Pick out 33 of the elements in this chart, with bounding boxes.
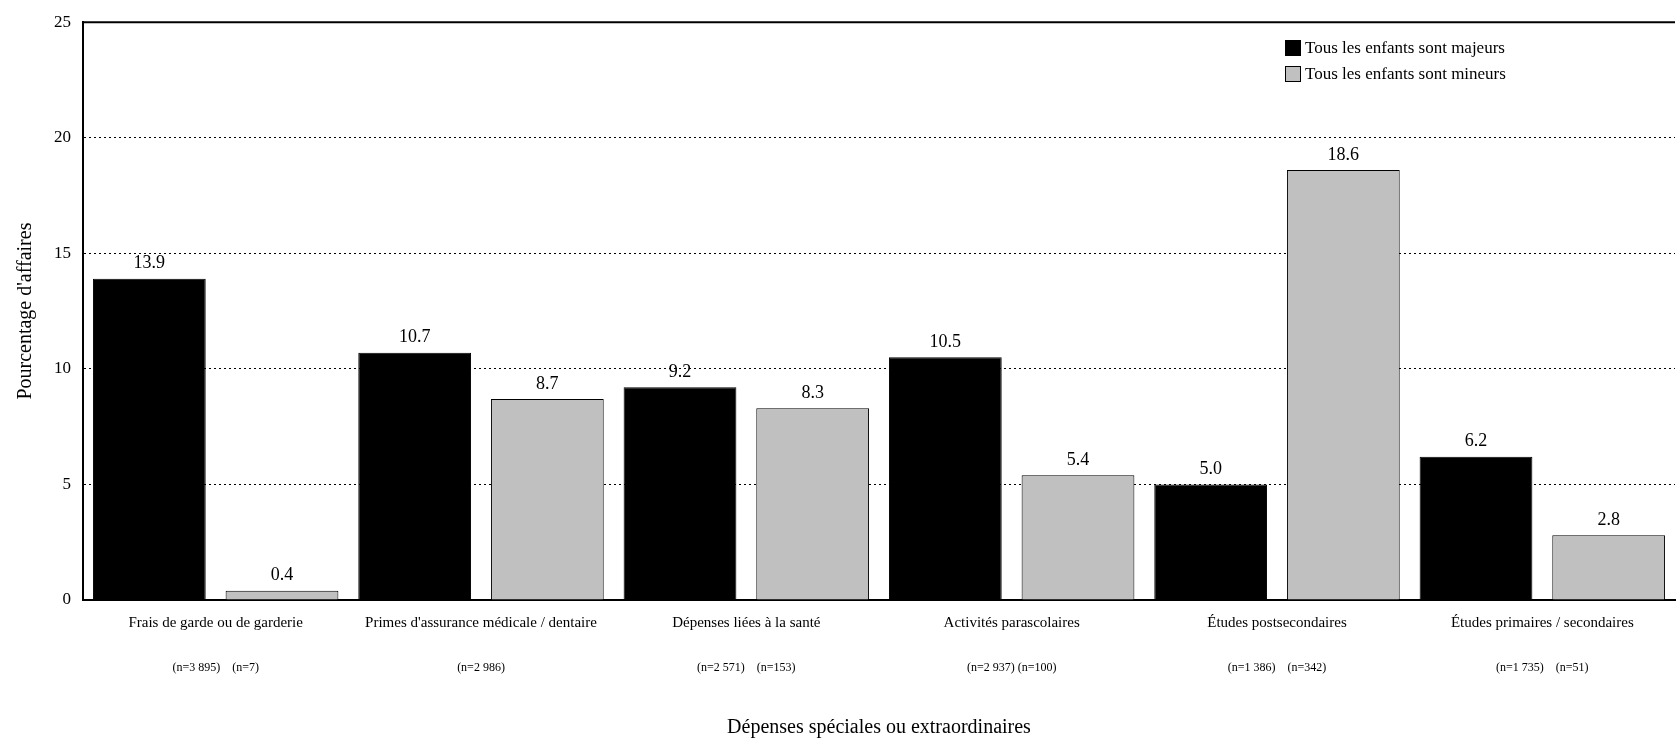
y-axis-title: Pourcentage d'affaires: [13, 222, 37, 400]
data-label: 0.4: [270, 564, 294, 585]
x-tick-label: Études primaires / secondaires: [1450, 613, 1634, 630]
y-tick-label: 15: [54, 242, 71, 262]
y-tick-label: 0: [62, 589, 71, 609]
x-tick-label: Activités parascolaires: [943, 613, 1080, 630]
y-tick-label: 10: [54, 358, 71, 378]
data-label: 6.2: [1464, 430, 1488, 451]
text: (n=2 571) (n=153): [697, 660, 796, 675]
text: (n=1 386) (n=342): [1227, 660, 1327, 675]
data-label: 5.0: [1199, 458, 1222, 479]
x-tick-label: Études postsecondaires: [1207, 613, 1347, 630]
data-label: 5.4: [1066, 448, 1090, 469]
data-label: 18.6: [1327, 143, 1360, 164]
x-tick-label: Frais de garde ou de garderie: [128, 613, 304, 630]
x-axis-title: Dépenses spéciales ou extraordinaires: [727, 715, 1032, 739]
data-label: 8.3: [801, 381, 824, 402]
data-label: 2.8: [1597, 509, 1620, 530]
text: (n=2 986): [457, 660, 505, 675]
legend-label: Tous les enfants sont majeurs: [1305, 38, 1505, 59]
y-tick-label: 5: [62, 473, 71, 493]
text: (n=1 735) (n=51): [1496, 660, 1589, 675]
x-tick-label: Primes d'assurance médicale / dentaire: [365, 613, 598, 630]
text: (n=3 895) (n=7): [172, 660, 259, 675]
data-label: 13.9: [133, 252, 166, 273]
x-tick-label: Dépenses liées à la santé: [672, 613, 821, 630]
data-label: 10.5: [929, 331, 962, 352]
data-label: 10.7: [398, 326, 431, 347]
text: (n=2 937) (n=100): [966, 660, 1057, 675]
legend-label: Tous les enfants sont mineurs: [1305, 64, 1506, 85]
data-label: 8.7: [536, 372, 559, 393]
y-tick-label: 20: [54, 127, 71, 147]
y-tick-label: 25: [54, 11, 71, 31]
